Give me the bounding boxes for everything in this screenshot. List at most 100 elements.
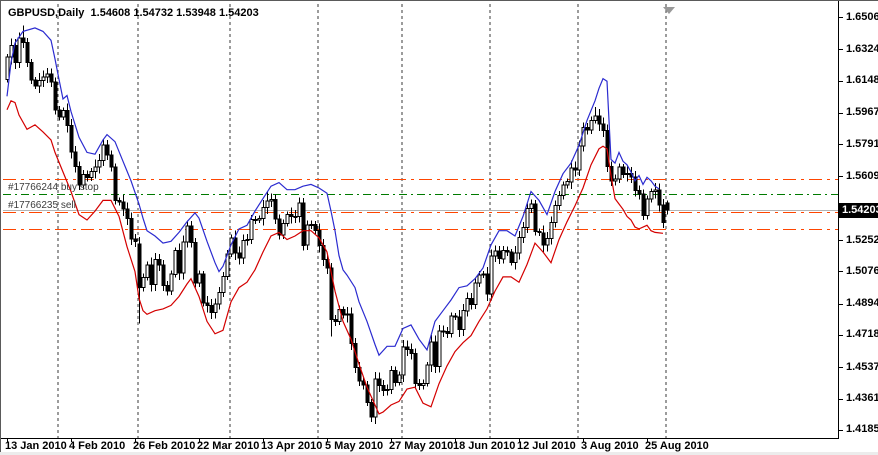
bull-candle bbox=[213, 303, 218, 314]
bull-candle bbox=[493, 250, 498, 257]
bull-candle bbox=[153, 259, 158, 286]
bear-candle bbox=[53, 81, 58, 111]
bull-candle bbox=[521, 227, 526, 238]
bull-candle bbox=[217, 291, 222, 305]
bull-candle bbox=[345, 313, 350, 316]
price-axis-label: 1.63245 bbox=[846, 43, 878, 55]
bear-candle bbox=[433, 341, 438, 368]
bull-candle bbox=[265, 200, 270, 208]
price-axis-label: 1.65060 bbox=[846, 11, 878, 23]
bull-candle bbox=[181, 241, 186, 274]
upper-band-line bbox=[6, 27, 660, 357]
bull-candle bbox=[449, 315, 454, 335]
time-axis-label: 12 Jul 2010 bbox=[517, 440, 576, 452]
bear-candle bbox=[485, 273, 490, 295]
buy-stop-order-label[interactable]: #17766244 buy stop bbox=[8, 182, 99, 193]
time-axis-label: 26 Feb 2010 bbox=[133, 440, 196, 452]
time-axis-label: 13 Jan 2010 bbox=[5, 440, 67, 452]
bull-candle bbox=[97, 159, 102, 168]
bull-candle bbox=[281, 223, 286, 236]
bear-candle bbox=[573, 167, 578, 171]
bull-candle bbox=[81, 173, 86, 186]
bull-candle bbox=[397, 374, 402, 383]
bear-candle bbox=[105, 144, 110, 156]
bull-candle bbox=[269, 199, 274, 202]
bull-candle bbox=[5, 56, 10, 80]
bull-candle bbox=[529, 203, 534, 209]
time-axis-label: 22 Mar 2010 bbox=[197, 440, 260, 452]
bear-candle bbox=[621, 166, 626, 176]
bear-candle bbox=[441, 330, 446, 333]
time-axis-label: 25 Aug 2010 bbox=[645, 440, 709, 452]
bear-candle bbox=[129, 218, 134, 240]
bull-candle bbox=[141, 276, 146, 288]
bear-candle bbox=[453, 315, 458, 318]
bull-candle bbox=[589, 119, 594, 131]
bull-candle bbox=[89, 170, 94, 179]
price-axis-label: 1.57910 bbox=[846, 138, 878, 150]
bear-candle bbox=[497, 250, 502, 260]
bid-price-badge: 1.54203 bbox=[839, 203, 878, 218]
bear-candle bbox=[457, 316, 462, 331]
bear-candle bbox=[301, 202, 306, 246]
price-axis-label: 1.52520 bbox=[846, 234, 878, 246]
bull-candle bbox=[517, 236, 522, 254]
bull-candle bbox=[553, 205, 558, 223]
bull-candle bbox=[37, 79, 42, 87]
bull-candle bbox=[297, 202, 302, 218]
bull-candle bbox=[465, 297, 470, 312]
bull-candle bbox=[625, 173, 630, 176]
bull-candle bbox=[261, 206, 266, 220]
bear-candle bbox=[533, 203, 538, 233]
chart-shift-marker-icon[interactable] bbox=[663, 7, 675, 14]
bull-candle bbox=[513, 252, 518, 263]
bull-candle bbox=[305, 224, 310, 246]
bull-candle bbox=[477, 274, 482, 284]
bear-candle bbox=[333, 319, 338, 322]
bull-candle bbox=[221, 275, 226, 293]
time-axis-label: 27 May 2010 bbox=[389, 440, 454, 452]
bear-candle bbox=[137, 243, 142, 288]
bear-candle bbox=[341, 309, 346, 316]
bear-candle bbox=[33, 79, 38, 87]
bull-candle bbox=[257, 218, 262, 221]
bull-candle bbox=[197, 273, 202, 284]
period-separators bbox=[57, 4, 667, 438]
bear-candle bbox=[597, 115, 602, 125]
bear-candle bbox=[85, 173, 90, 179]
price-axis-label: 1.56095 bbox=[846, 170, 878, 182]
bull-candle bbox=[145, 264, 150, 278]
bear-candle bbox=[113, 166, 118, 202]
bull-candle bbox=[525, 207, 530, 229]
bear-candle bbox=[641, 193, 646, 216]
bear-candle bbox=[157, 259, 162, 266]
bull-candle bbox=[249, 219, 254, 240]
bear-candle bbox=[601, 123, 606, 132]
bear-candle bbox=[405, 346, 410, 350]
bear-candle bbox=[665, 202, 670, 211]
time-axis-label: 13 Apr 2010 bbox=[261, 440, 323, 452]
bear-candle bbox=[409, 348, 414, 355]
bear-candle bbox=[177, 250, 182, 274]
bull-candle bbox=[45, 73, 50, 78]
bear-candle bbox=[237, 252, 242, 259]
bull-candle bbox=[577, 145, 582, 171]
bear-candle bbox=[313, 223, 318, 232]
bull-candle bbox=[565, 181, 570, 186]
bear-candle bbox=[381, 385, 386, 391]
bull-candle bbox=[309, 223, 314, 226]
sell-order-label[interactable]: #17766235 sell bbox=[8, 200, 76, 211]
bear-candle bbox=[193, 242, 198, 284]
bear-candle bbox=[445, 331, 450, 335]
bear-candle bbox=[29, 62, 34, 81]
price-axis-label: 1.50760 bbox=[846, 265, 878, 277]
bull-candle bbox=[481, 273, 486, 276]
bull-candle bbox=[401, 346, 406, 376]
bear-candle bbox=[657, 189, 662, 206]
bear-candle bbox=[201, 273, 206, 304]
order-level-lines[interactable] bbox=[3, 179, 838, 230]
bull-candle bbox=[461, 310, 466, 331]
bull-candle bbox=[561, 184, 566, 196]
